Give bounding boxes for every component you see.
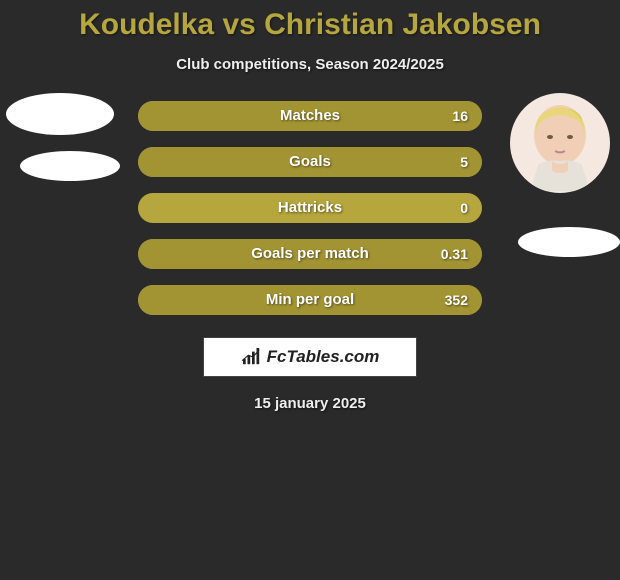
stat-bar-value: 352 (445, 285, 468, 315)
stat-bar: Hattricks0 (138, 193, 482, 223)
player1-avatar (6, 93, 114, 135)
date-label: 15 january 2025 (0, 395, 620, 412)
stat-bar-label: Goals per match (138, 239, 482, 269)
stat-bar: Matches16 (138, 101, 482, 131)
brand-text: FcTables.com (267, 347, 380, 367)
bar-chart-icon (241, 348, 263, 366)
page-title: Koudelka vs Christian Jakobsen (0, 0, 620, 42)
stat-bar-label: Hattricks (138, 193, 482, 223)
stat-bar: Min per goal352 (138, 285, 482, 315)
player1-club-logo (20, 151, 120, 181)
stat-bars: Matches16 Goals5 Hattricks0 Goals per match… (138, 101, 482, 331)
stat-bar: Goals5 (138, 147, 482, 177)
stat-bar: Goals per match0.31 (138, 239, 482, 269)
brand-badge: FcTables.com (203, 337, 417, 377)
stat-bar-value: 16 (452, 101, 468, 131)
stat-bar-value: 0 (460, 193, 468, 223)
stat-bar-label: Min per goal (138, 285, 482, 315)
player2-avatar (510, 93, 610, 193)
subtitle: Club competitions, Season 2024/2025 (0, 56, 620, 73)
avatar-face-icon (518, 97, 602, 191)
comparison-chart: Matches16 Goals5 Hattricks0 Goals per match… (0, 101, 620, 331)
stat-bar-value: 0.31 (441, 239, 468, 269)
stat-bar-value: 5 (460, 147, 468, 177)
stat-bar-label: Matches (138, 101, 482, 131)
stat-bar-label: Goals (138, 147, 482, 177)
player2-club-logo (518, 227, 620, 257)
